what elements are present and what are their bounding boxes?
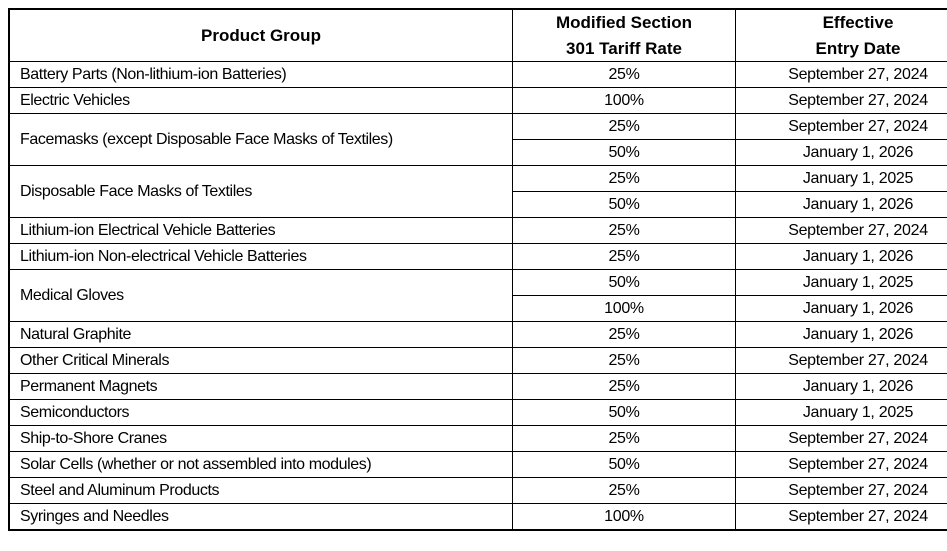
product-group-cell: Lithium-ion Electrical Vehicle Batteries xyxy=(8,217,513,244)
header-tariff-rate-line2: 301 Tariff Rate xyxy=(566,38,682,58)
tariff-rate-cell: 25% xyxy=(512,113,736,140)
effective-date-cell: January 1, 2026 xyxy=(735,373,947,400)
effective-date-cell: January 1, 2026 xyxy=(735,243,947,270)
table-row: Steel and Aluminum Products 25% September … xyxy=(8,477,947,504)
tariff-rate-cell: 25% xyxy=(512,217,736,244)
table-row: Syringes and Needles 100% September 27, 20… xyxy=(8,503,947,531)
tariff-rate-cell: 25% xyxy=(512,373,736,400)
table-row: Natural Graphite 25% January 1, 2026 xyxy=(8,321,947,348)
table-body: Battery Parts (Non-lithium-ion Batteries… xyxy=(8,61,947,531)
product-group-cell: Semiconductors xyxy=(8,399,513,426)
tariff-rate-cell: 100% xyxy=(512,295,736,322)
header-effective-date-line2: Entry Date xyxy=(815,38,901,58)
header-product-group: Product Group xyxy=(8,8,513,62)
tariff-rate-cell: 50% xyxy=(512,451,736,478)
table-row: Electric Vehicles 100% September 27, 2024 xyxy=(8,87,947,114)
product-group-cell: Battery Parts (Non-lithium-ion Batteries… xyxy=(8,61,513,88)
table-row: 50% January 1, 2026 xyxy=(9,139,947,166)
tariff-rate-cell: 50% xyxy=(512,191,736,218)
effective-date-cell: January 1, 2026 xyxy=(735,139,947,166)
header-effective-date-line1: Effective xyxy=(822,13,894,32)
tariff-rate-cell: 50% xyxy=(512,399,736,426)
tariff-rate-cell: 100% xyxy=(512,87,736,114)
effective-date-cell: September 27, 2024 xyxy=(735,477,947,504)
effective-date-cell: September 27, 2024 xyxy=(735,113,947,140)
tariff-rate-cell: 25% xyxy=(512,61,736,88)
effective-date-cell: September 27, 2024 xyxy=(735,347,947,374)
effective-date-cell: January 1, 2026 xyxy=(735,321,947,348)
product-group-cell: Syringes and Needles xyxy=(8,503,513,531)
header-tariff-rate-line1: Modified Section xyxy=(556,13,692,32)
product-group-cell: Disposable Face Masks of Textiles xyxy=(8,165,513,218)
table-row: Battery Parts (Non-lithium-ion Batteries… xyxy=(8,61,947,88)
effective-date-cell: January 1, 2025 xyxy=(735,269,947,296)
product-group-cell: Lithium-ion Non-electrical Vehicle Batte… xyxy=(8,243,513,270)
table-row: Other Critical Minerals 25% September 27, … xyxy=(8,347,947,374)
effective-date-cell: September 27, 2024 xyxy=(735,425,947,452)
tariff-rate-cell: 25% xyxy=(512,477,736,504)
product-group-cell: Steel and Aluminum Products xyxy=(8,477,513,504)
product-group-cell: Medical Gloves xyxy=(8,269,513,322)
tariff-rate-cell: 25% xyxy=(512,243,736,270)
effective-date-cell: January 1, 2025 xyxy=(735,399,947,426)
tariff-rate-cell: 25% xyxy=(512,425,736,452)
tariff-rate-cell: 100% xyxy=(512,503,736,531)
product-group-cell: Solar Cells (whether or not assembled in… xyxy=(8,451,513,478)
header-product-group-label: Product Group xyxy=(201,25,321,45)
table-row: Lithium-ion Electrical Vehicle Batteries… xyxy=(8,217,947,244)
effective-date-cell: September 27, 2024 xyxy=(735,451,947,478)
effective-date-cell: September 27, 2024 xyxy=(735,87,947,114)
table-row: Facemasks (except Disposable Face Masks … xyxy=(8,113,947,166)
table-row: Medical Gloves 50% January 1, 2025 xyxy=(8,269,947,322)
table-row: Semiconductors 50% January 1, 2025 xyxy=(8,399,947,426)
tariff-table: Product Group Modified Section 301 Tarif… xyxy=(8,8,947,531)
product-group-cell: Other Critical Minerals xyxy=(8,347,513,374)
tariff-rate-cell: 25% xyxy=(512,165,736,192)
table-row: 100% January 1, 2026 xyxy=(9,295,947,322)
product-group-cell: Permanent Magnets xyxy=(8,373,513,400)
header-tariff-rate: Modified Section 301 Tariff Rate xyxy=(512,8,736,62)
table-row: Solar Cells (whether or not assembled in… xyxy=(8,451,947,478)
table-row: Permanent Magnets 25% January 1, 2026 xyxy=(8,373,947,400)
effective-date-cell: September 27, 2024 xyxy=(735,503,947,531)
effective-date-cell: January 1, 2026 xyxy=(735,295,947,322)
effective-date-cell: September 27, 2024 xyxy=(735,217,947,244)
table-row: Ship-to-Shore Cranes 25% September 27, 202… xyxy=(8,425,947,452)
product-group-cell: Electric Vehicles xyxy=(8,87,513,114)
product-group-cell: Facemasks (except Disposable Face Masks … xyxy=(8,113,513,166)
table-row: Disposable Face Masks of Textiles 25% Janu… xyxy=(8,165,947,218)
product-group-cell: Ship-to-Shore Cranes xyxy=(8,425,513,452)
effective-date-cell: September 27, 2024 xyxy=(735,61,947,88)
tariff-rate-cell: 50% xyxy=(512,269,736,296)
tariff-rate-cell: 25% xyxy=(512,321,736,348)
effective-date-cell: January 1, 2025 xyxy=(735,165,947,192)
effective-date-cell: January 1, 2026 xyxy=(735,191,947,218)
tariff-rate-cell: 50% xyxy=(512,139,736,166)
table-header-row: Product Group Modified Section 301 Tarif… xyxy=(8,8,947,62)
tariff-rate-cell: 25% xyxy=(512,347,736,374)
product-group-cell: Natural Graphite xyxy=(8,321,513,348)
header-effective-date: Effective Entry Date xyxy=(735,8,947,62)
table-row: Lithium-ion Non-electrical Vehicle Batte… xyxy=(8,243,947,270)
